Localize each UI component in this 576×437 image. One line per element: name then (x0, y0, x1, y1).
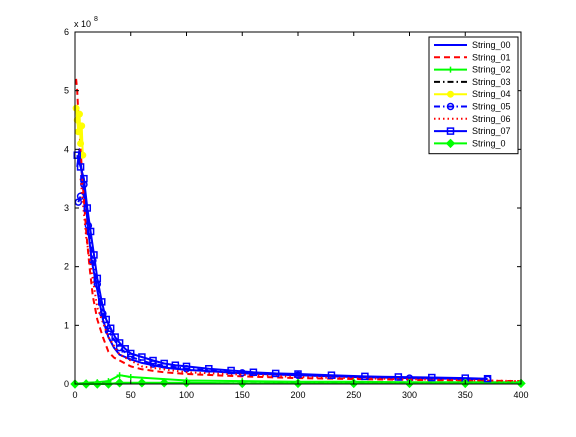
series-line (79, 178, 522, 383)
data-point (271, 369, 280, 378)
series-string-01 (75, 78, 522, 383)
legend-marker (446, 102, 455, 111)
data-point (428, 373, 436, 382)
legend-marker (445, 138, 456, 149)
data-point (73, 116, 81, 124)
x-tick-label: 200 (290, 390, 305, 400)
legend-label: String_03 (472, 77, 511, 87)
data-point (205, 364, 213, 373)
data-point (160, 359, 168, 368)
y-exponent-power: 8 (94, 16, 98, 23)
data-point (238, 369, 246, 377)
data-point (171, 361, 180, 369)
data-point (327, 371, 336, 379)
legend-label: String_06 (472, 114, 511, 124)
data-point (76, 163, 85, 171)
data-point (86, 227, 95, 236)
data-point (78, 122, 86, 130)
legend-item: String_06 (434, 114, 511, 124)
x-tick-label: 350 (458, 390, 473, 400)
y-tick-label: 5 (64, 86, 69, 96)
data-point (361, 372, 369, 381)
legend-label: String_01 (472, 52, 511, 62)
data-point (77, 139, 85, 147)
data-point (80, 174, 88, 183)
y-tick-label: 6 (64, 27, 69, 37)
legend-item: String_00 (434, 40, 511, 50)
legend-label: String_05 (472, 102, 511, 112)
legend-label: String_0 (472, 138, 506, 148)
legend-label: String_00 (472, 40, 511, 50)
legend: String_00 String_01 String_02 String_03 Stri… (428, 36, 519, 155)
data-point (72, 104, 80, 112)
y-tick-label: 0 (64, 379, 69, 389)
legend-marker (447, 66, 454, 73)
legend-item: String_02 (434, 65, 511, 75)
series-string-04 (72, 104, 87, 159)
data-point (76, 192, 85, 201)
data-point (182, 362, 191, 371)
data-point (227, 366, 235, 375)
data-point (102, 315, 110, 324)
legend-item: String_07 (434, 126, 511, 136)
series-line (76, 154, 488, 380)
data-point (483, 374, 492, 383)
y-tick-label: 2 (64, 262, 69, 272)
y-tick-label: 4 (64, 144, 69, 154)
x-tick-label: 100 (179, 390, 194, 400)
legend-label: String_02 (472, 65, 511, 75)
x-tick-label: 50 (126, 390, 136, 400)
data-point (75, 110, 83, 118)
legend-label: String_07 (472, 126, 511, 136)
x-tick-label: 300 (402, 390, 417, 400)
data-point (127, 349, 135, 358)
legend-marker (446, 127, 455, 135)
data-point (115, 339, 124, 347)
legend-item: String_03 (434, 77, 511, 87)
data-point (111, 333, 119, 341)
series-line (75, 78, 522, 383)
data-point (90, 251, 98, 259)
data-point (106, 324, 115, 333)
data-point (114, 378, 125, 388)
data-point (159, 378, 169, 388)
data-point (394, 373, 403, 381)
data-point (137, 378, 147, 388)
legend-item: String_0 (434, 138, 506, 148)
legend-item: String_05 (434, 102, 511, 112)
data-point (121, 345, 129, 353)
axes-layer: 0 50 100 150 200 250 300 350 400 0 1 2 3 4 5 6 (64, 27, 529, 400)
data-point (93, 274, 102, 283)
data-point (74, 128, 82, 136)
data-point (116, 372, 123, 379)
legend-item: String_04 (434, 89, 511, 99)
data-point (249, 368, 258, 377)
series-string-07 (73, 151, 492, 383)
legend-marker (447, 90, 454, 98)
data-point (138, 353, 146, 361)
legend-label: String_04 (472, 89, 511, 99)
y-tick-label: 1 (64, 320, 69, 330)
series-string-06 (79, 178, 522, 383)
data-point (98, 298, 106, 306)
x-tick-label: 400 (513, 390, 528, 400)
x-tick-label: 250 (346, 390, 361, 400)
y-exponent-base: x 10 (74, 19, 91, 29)
data-point (149, 356, 157, 365)
data-point (73, 151, 81, 159)
legend-item: String_01 (434, 52, 511, 62)
y-tick-label: 3 (64, 203, 69, 213)
x-tick-label: 0 (72, 390, 77, 400)
legend-box (428, 36, 519, 155)
data-point (127, 373, 134, 380)
x-tick-label: 150 (235, 390, 250, 400)
data-point (83, 204, 92, 212)
data-point (294, 370, 302, 378)
